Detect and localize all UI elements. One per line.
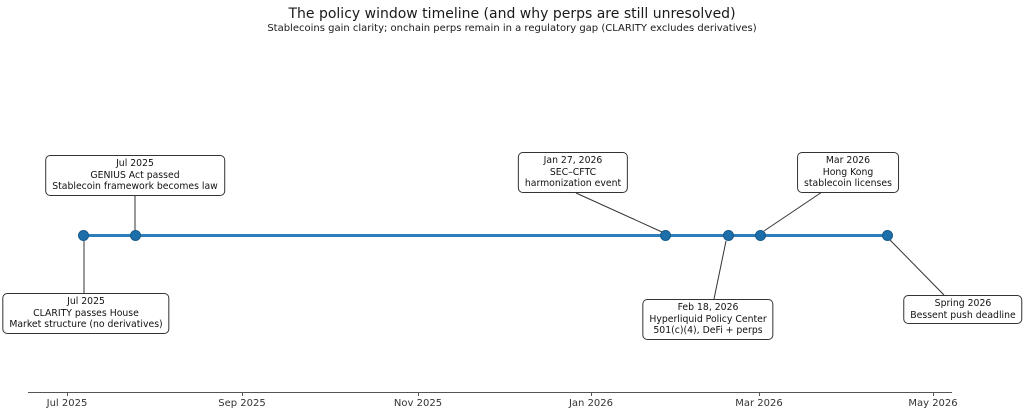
x-axis-tick: [933, 392, 934, 396]
annotation-hong-kong: Mar 2026 Hong Kong stablecoin licenses: [797, 152, 899, 193]
x-axis-label: Jul 2025: [46, 398, 88, 409]
annotation-clarity-house: Jul 2025 CLARITY passes House Market str…: [2, 293, 170, 334]
annotation-text: Bessent push deadline: [910, 309, 1016, 321]
connector-hong-kong: [763, 191, 823, 232]
x-axis-label: Jan 2026: [568, 398, 614, 409]
annotation-text: 501(c)(4), DeFi + perps: [653, 325, 763, 337]
annotation-bessent: Spring 2026 Bessent push deadline: [903, 295, 1023, 325]
x-axis-tick: [67, 392, 68, 396]
annotation-date: Jan 27, 2026: [543, 155, 603, 166]
x-axis-tick: [591, 392, 592, 396]
x-axis-label: May 2026: [908, 398, 958, 409]
annotation-date: Jul 2025: [67, 296, 105, 307]
annotation-text: harmonization event: [524, 178, 622, 190]
event-marker-sec-cftc: [660, 230, 671, 241]
x-axis-line: [28, 392, 952, 393]
connector-bessent: [889, 239, 945, 296]
x-axis-label: Mar 2026: [735, 398, 783, 409]
x-axis-tick: [242, 392, 243, 396]
event-marker-bessent: [882, 230, 893, 241]
annotation-text: Market structure (no derivatives): [9, 319, 163, 331]
annotation-text: Stablecoin framework becomes law: [52, 181, 218, 193]
event-marker-hong-kong: [755, 230, 766, 241]
event-marker-clarity-house: [78, 230, 89, 241]
x-axis-label: Nov 2025: [393, 398, 443, 409]
annotation-date: Jul 2025: [116, 158, 154, 169]
connector-sec-cftc: [575, 192, 663, 233]
annotation-text: Hyperliquid Policy Center: [649, 313, 767, 325]
x-axis-label: Sep 2025: [218, 398, 266, 409]
annotation-text: CLARITY passes House: [33, 307, 139, 319]
event-marker-genius-act: [130, 230, 141, 241]
annotation-hyperliquid: Feb 18, 2026 Hyperliquid Policy Center 5…: [642, 299, 774, 340]
annotation-text: GENIUS Act passed: [90, 169, 180, 181]
x-axis-tick: [418, 392, 419, 396]
annotation-text: stablecoin licenses: [804, 178, 892, 190]
chart-title: The policy window timeline (and why perp…: [288, 6, 736, 22]
annotation-date: Mar 2026: [825, 155, 871, 166]
annotation-date: Spring 2026: [934, 298, 992, 309]
annotation-text: SEC–CFTC: [549, 166, 597, 178]
timeline-line: [84, 234, 887, 237]
annotation-sec-cftc: Jan 27, 2026 SEC–CFTC harmonization even…: [517, 152, 629, 193]
annotation-date: Feb 18, 2026: [677, 302, 739, 313]
connector-hyperliquid: [713, 240, 727, 300]
annotation-text: Hong Kong: [822, 166, 874, 178]
chart-subtitle: Stablecoins gain clarity; onchain perps …: [267, 23, 757, 34]
event-marker-hyperliquid: [723, 230, 734, 241]
x-axis-tick: [759, 392, 760, 396]
annotation-genius-act: Jul 2025 GENIUS Act passed Stablecoin fr…: [45, 155, 225, 196]
